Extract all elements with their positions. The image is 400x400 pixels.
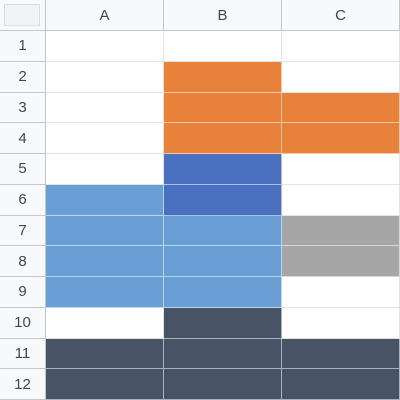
row-header-1[interactable]: 1: [0, 31, 46, 62]
row-header-3[interactable]: 3: [0, 92, 46, 124]
cell-c11[interactable]: [282, 338, 400, 370]
cell-c10[interactable]: [282, 307, 400, 339]
row-header-6[interactable]: 6: [0, 184, 46, 216]
cell-a3[interactable]: [46, 92, 164, 124]
cell-b5[interactable]: [164, 154, 282, 185]
cell-a7[interactable]: [46, 215, 164, 247]
cell-a12[interactable]: [46, 369, 164, 400]
row-header-7[interactable]: 7: [0, 215, 46, 247]
cell-b10[interactable]: [164, 307, 282, 339]
cell-c9[interactable]: [282, 277, 400, 308]
cell-c1[interactable]: [282, 31, 400, 62]
cell-a4[interactable]: [46, 123, 164, 154]
cell-b12[interactable]: [164, 369, 282, 400]
cell-c4[interactable]: [282, 123, 400, 154]
cell-c5[interactable]: [282, 154, 400, 185]
cell-b2[interactable]: [164, 61, 282, 93]
cell-a6[interactable]: [46, 184, 164, 216]
cell-a2[interactable]: [46, 61, 164, 93]
row-header-12[interactable]: 12: [0, 369, 46, 400]
cell-b7[interactable]: [164, 215, 282, 247]
cell-c7[interactable]: [282, 215, 400, 247]
cell-b9[interactable]: [164, 277, 282, 308]
cell-a5[interactable]: [46, 154, 164, 185]
row-header-4[interactable]: 4: [0, 123, 46, 154]
cell-c12[interactable]: [282, 369, 400, 400]
select-all-corner[interactable]: [0, 0, 46, 31]
cell-b6[interactable]: [164, 184, 282, 216]
row-header-11[interactable]: 11: [0, 338, 46, 370]
cell-a1[interactable]: [46, 31, 164, 62]
cell-b1[interactable]: [164, 31, 282, 62]
cell-a11[interactable]: [46, 338, 164, 370]
column-header-c[interactable]: C: [282, 0, 400, 31]
cell-b4[interactable]: [164, 123, 282, 154]
column-header-b[interactable]: B: [164, 0, 282, 31]
row-header-5[interactable]: 5: [0, 154, 46, 185]
row-header-10[interactable]: 10: [0, 307, 46, 339]
column-header-a[interactable]: A: [46, 0, 164, 31]
cell-c2[interactable]: [282, 61, 400, 93]
row-header-2[interactable]: 2: [0, 61, 46, 93]
cell-a10[interactable]: [46, 307, 164, 339]
cell-a8[interactable]: [46, 246, 164, 277]
row-header-9[interactable]: 9: [0, 277, 46, 308]
cell-b11[interactable]: [164, 338, 282, 370]
cell-a9[interactable]: [46, 277, 164, 308]
cell-c6[interactable]: [282, 184, 400, 216]
cell-c8[interactable]: [282, 246, 400, 277]
select-all-icon: [4, 4, 40, 26]
cell-c3[interactable]: [282, 92, 400, 124]
row-header-8[interactable]: 8: [0, 246, 46, 277]
cell-b8[interactable]: [164, 246, 282, 277]
cell-b3[interactable]: [164, 92, 282, 124]
